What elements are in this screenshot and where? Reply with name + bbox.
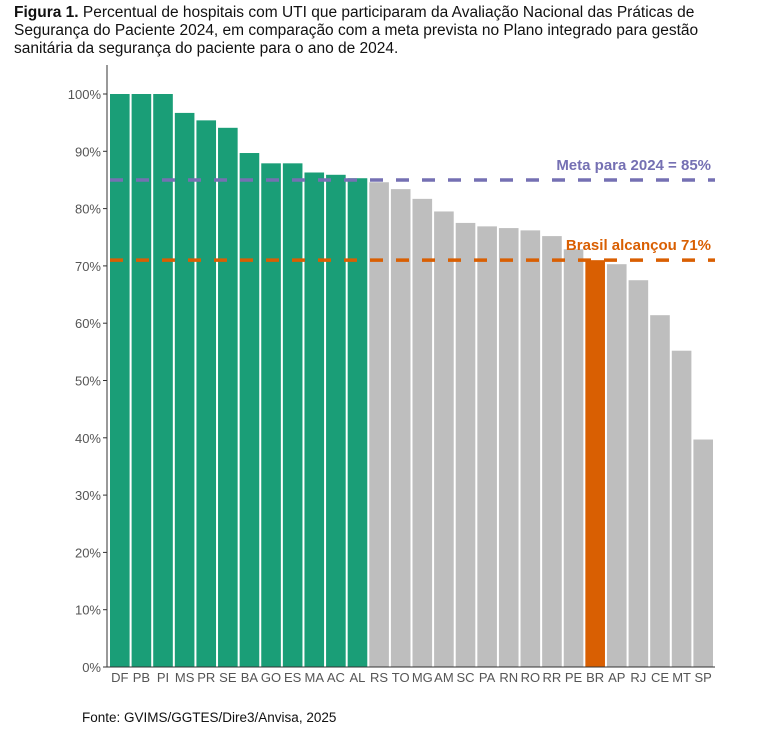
x-tick-label: CE	[651, 670, 669, 685]
x-tick-label: PA	[479, 670, 496, 685]
bar-pi	[153, 94, 173, 667]
bar-rs	[369, 182, 389, 667]
bar-pa	[477, 226, 497, 667]
y-tick-label: 10%	[75, 603, 101, 618]
x-tick-label: ES	[284, 670, 302, 685]
y-tick-label: 20%	[75, 545, 101, 560]
bar-am	[434, 211, 454, 667]
bar-rn	[498, 228, 519, 667]
x-tick-label: PE	[565, 670, 583, 685]
x-tick-label: BA	[241, 670, 259, 685]
x-tick-label: MA	[305, 670, 325, 685]
reference-line-label: Brasil alcançou 71%	[566, 237, 711, 254]
bar-pe	[563, 249, 584, 667]
x-tick-label: BR	[586, 670, 604, 685]
x-tick-label: SC	[456, 670, 474, 685]
x-tick-label: SE	[219, 670, 237, 685]
x-tick-label: AP	[608, 670, 625, 685]
y-tick-label: 90%	[75, 144, 101, 159]
y-tick-label: 0%	[82, 660, 101, 675]
bar-sc	[455, 222, 476, 668]
caption-label: Figura 1.	[14, 4, 79, 21]
x-tick-label: PR	[197, 670, 215, 685]
x-tick-label: RN	[499, 670, 518, 685]
source-note: Fonte: GVIMS/GGTES/Dire3/Anvisa, 2025	[82, 710, 337, 725]
reference-line-label: Meta para 2024 = 85%	[556, 157, 711, 174]
bar-to	[390, 189, 411, 668]
x-tick-label: AL	[350, 670, 366, 685]
bar-mg	[412, 198, 433, 667]
x-tick-label: AM	[434, 670, 454, 685]
y-tick-label: 50%	[75, 374, 101, 389]
x-tick-label: AC	[327, 670, 345, 685]
x-tick-label: MS	[175, 670, 195, 685]
bar-ma	[304, 172, 325, 667]
figure-caption: Figura 1. Percentual de hospitais com UT…	[14, 4, 759, 58]
bar-ac	[326, 174, 346, 667]
x-tick-label: DF	[111, 670, 128, 685]
bar-rr	[542, 236, 562, 667]
bar-go	[261, 163, 281, 667]
caption-text: Percentual de hospitais com UTI que part…	[14, 4, 699, 57]
bar-ms	[174, 112, 195, 667]
x-tick-label: GO	[261, 670, 281, 685]
bar-ce	[650, 315, 670, 667]
x-tick-label: RO	[521, 670, 541, 685]
bar-ap	[606, 264, 627, 667]
bar-br	[585, 260, 605, 667]
y-tick-label: 80%	[75, 202, 101, 217]
bar-ro	[520, 230, 541, 667]
bar-al	[347, 178, 368, 667]
bar-se	[218, 127, 238, 667]
y-tick-label: 70%	[75, 259, 101, 274]
y-tick-label: 30%	[75, 488, 101, 503]
bar-df	[110, 94, 130, 667]
x-tick-label: PI	[157, 670, 169, 685]
bar-mt	[671, 350, 692, 667]
x-tick-label: PB	[133, 670, 150, 685]
x-tick-label: MG	[412, 670, 433, 685]
bar-es	[282, 163, 303, 667]
x-tick-label: MT	[672, 670, 691, 685]
bar-ba	[239, 153, 260, 668]
bar-pr	[196, 120, 217, 667]
y-tick-label: 100%	[68, 87, 102, 102]
x-tick-label: RS	[370, 670, 388, 685]
bar-sp	[693, 439, 713, 667]
x-tick-label: RR	[543, 670, 562, 685]
x-tick-label: TO	[392, 670, 410, 685]
y-tick-label: 40%	[75, 431, 101, 446]
bar-rj	[628, 280, 649, 667]
x-tick-label: RJ	[630, 670, 646, 685]
y-tick-label: 60%	[75, 316, 101, 331]
bar-pb	[131, 94, 152, 667]
x-tick-label: SP	[695, 670, 712, 685]
